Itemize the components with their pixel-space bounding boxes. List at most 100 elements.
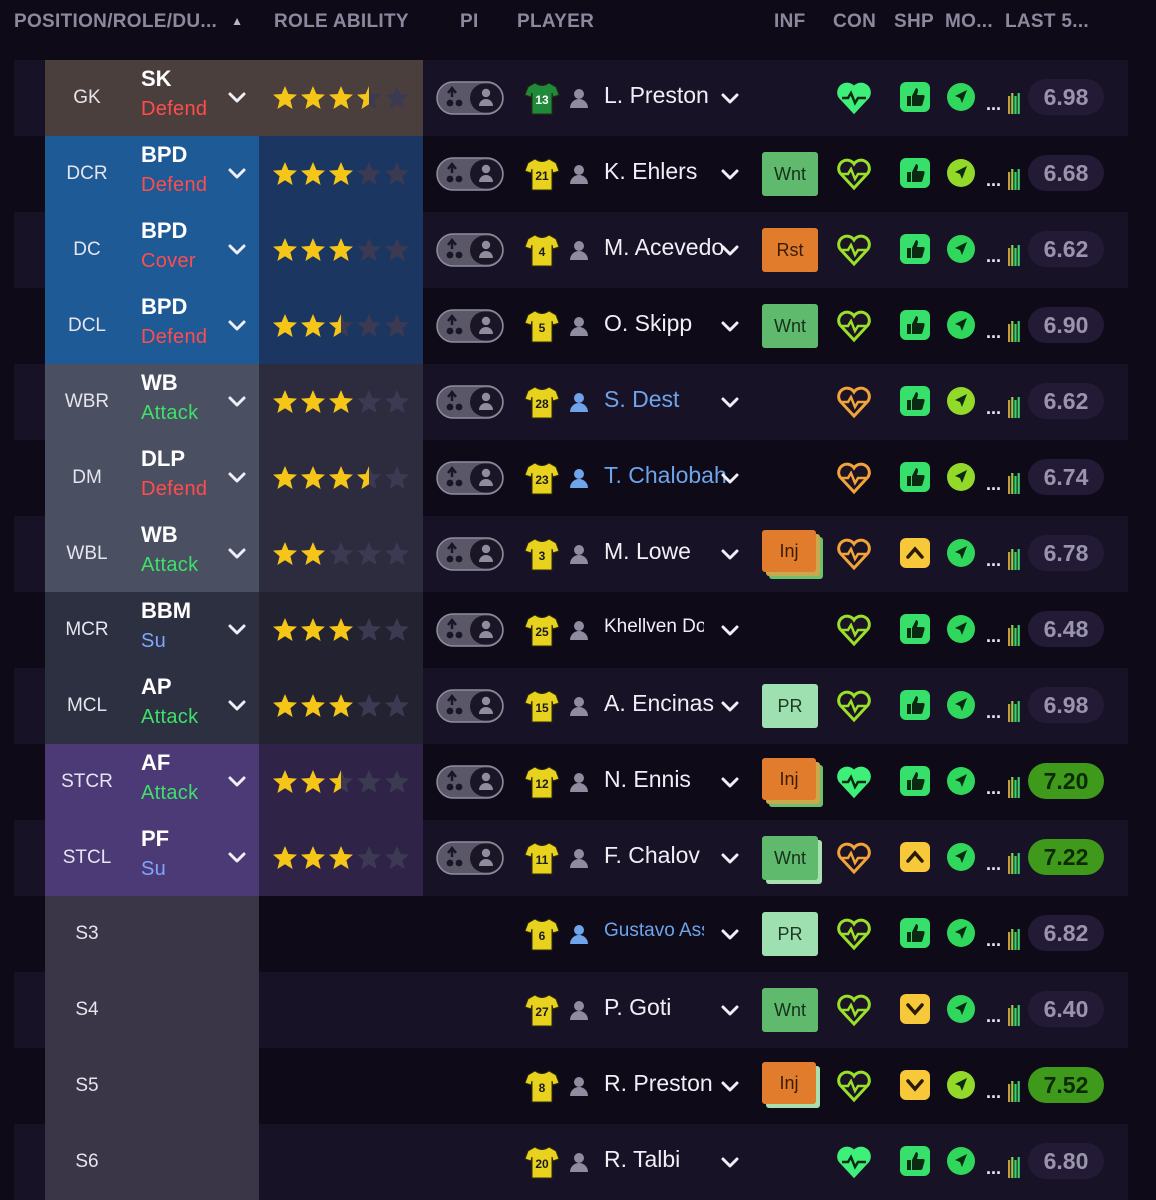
chevron-down-icon[interactable] [718,314,742,338]
influence-badge[interactable]: Inj [762,758,816,800]
chevron-down-icon[interactable] [225,845,249,869]
table-row[interactable]: S4 27 P. Goti Wnt... 6.40 [14,972,1128,1048]
influence-badge[interactable]: Wnt [762,152,818,196]
role-cell[interactable]: BPD Defend [129,288,259,364]
player-name[interactable]: R. Talbi [604,1146,681,1172]
role-cell[interactable]: AP Attack [129,668,259,744]
table-row[interactable]: DCR BPD Defend 21 K. Ehlers Wnt... 6.68 [14,136,1128,212]
player-name[interactable]: L. Preston [604,82,709,108]
player-name[interactable]: M. Acevedo [604,234,725,260]
player-instructions-icon[interactable] [436,537,504,571]
role-cell[interactable]: BPD Cover [129,212,259,288]
player-instructions-icon[interactable] [436,157,504,191]
role-cell[interactable] [129,972,259,1048]
player-profile-icon[interactable] [568,467,590,489]
player-name[interactable]: R. Preston [604,1070,713,1096]
chevron-down-icon[interactable] [225,769,249,793]
chevron-down-icon[interactable] [225,85,249,109]
player-instructions-icon[interactable] [436,233,504,267]
chevron-down-icon[interactable] [225,541,249,565]
player-name[interactable]: T. Chalobah [604,462,727,488]
table-row[interactable]: DCL BPD Defend 5 O. Skipp Wnt... 6.90 [14,288,1128,364]
chevron-down-icon[interactable] [718,1150,742,1174]
role-cell[interactable]: BPD Defend [129,136,259,212]
player-profile-icon[interactable] [568,315,590,337]
table-row[interactable]: S6 20 R. Talbi... 6.80 [14,1124,1128,1200]
chevron-down-icon[interactable] [718,86,742,110]
player-instructions-icon[interactable] [436,613,504,647]
chevron-down-icon[interactable] [718,238,742,262]
chevron-down-icon[interactable] [225,161,249,185]
chevron-down-icon[interactable] [718,694,742,718]
header-inf[interactable]: INF [774,11,806,32]
influence-badge[interactable]: Wnt [762,988,818,1032]
header-last5[interactable]: LAST 5... [1005,11,1089,32]
player-instructions-icon[interactable] [436,689,504,723]
chevron-down-icon[interactable] [718,1074,742,1098]
influence-badge[interactable]: Inj [762,1062,816,1104]
chevron-down-icon[interactable] [225,237,249,261]
header-player[interactable]: PLAYER [517,11,595,32]
role-cell[interactable]: DLP Defend [129,440,259,516]
chevron-down-icon[interactable] [225,465,249,489]
table-row[interactable]: STCL PF Su 11 F. Chalov Wnt... 7.22 [14,820,1128,896]
player-name[interactable]: A. Encinas [604,690,714,716]
player-name[interactable]: P. Goti [604,994,672,1020]
influence-badge[interactable]: PR [762,912,818,956]
player-profile-icon[interactable] [568,999,590,1021]
player-name[interactable]: Gustavo Assun... [604,920,704,941]
chevron-down-icon[interactable] [718,922,742,946]
player-name[interactable]: S. Dest [604,386,680,412]
chevron-down-icon[interactable] [718,162,742,186]
chevron-down-icon[interactable] [225,389,249,413]
influence-badge[interactable]: Wnt [762,304,818,348]
player-profile-icon[interactable] [568,847,590,869]
player-profile-icon[interactable] [568,391,590,413]
role-cell[interactable] [129,896,259,972]
influence-badge[interactable]: PR [762,684,818,728]
chevron-down-icon[interactable] [718,846,742,870]
header-role-ability[interactable]: ROLE ABILITY [274,11,409,32]
header-pi[interactable]: PI [460,11,479,32]
player-instructions-icon[interactable] [436,841,504,875]
player-profile-icon[interactable] [568,695,590,717]
player-instructions-icon[interactable] [436,81,504,115]
player-profile-icon[interactable] [568,771,590,793]
player-name[interactable]: O. Skipp [604,310,693,336]
table-row[interactable]: MCR BBM Su 25 Khellven Douglas... 6.48 [14,592,1128,668]
chevron-down-icon[interactable] [225,617,249,641]
role-cell[interactable]: PF Su [129,820,259,896]
table-row[interactable]: S3 6 Gustavo Assun... PR... 6.82 [14,896,1128,972]
chevron-down-icon[interactable] [225,693,249,717]
player-instructions-icon[interactable] [436,309,504,343]
role-cell[interactable]: WB Attack [129,364,259,440]
role-cell[interactable]: BBM Su [129,592,259,668]
player-name[interactable]: F. Chalov [604,842,700,868]
chevron-down-icon[interactable] [718,998,742,1022]
chevron-down-icon[interactable] [718,390,742,414]
player-profile-icon[interactable] [568,239,590,261]
influence-badge[interactable]: Inj [762,530,816,572]
player-profile-icon[interactable] [568,163,590,185]
role-cell[interactable]: SK Defend [129,60,259,136]
table-row[interactable]: WBL WB Attack 3 M. Lowe Inj... 6.78 [14,516,1128,592]
role-cell[interactable] [129,1124,259,1200]
player-profile-icon[interactable] [568,1075,590,1097]
player-profile-icon[interactable] [568,1151,590,1173]
player-profile-icon[interactable] [568,619,590,641]
role-cell[interactable]: WB Attack [129,516,259,592]
table-row[interactable]: STCR AF Attack 12 N. Ennis Inj... 7.20 [14,744,1128,820]
player-profile-icon[interactable] [568,923,590,945]
player-name[interactable]: Khellven Douglas [604,616,704,637]
header-shp[interactable]: SHP [894,11,934,32]
player-name[interactable]: N. Ennis [604,766,691,792]
chevron-down-icon[interactable] [718,466,742,490]
role-cell[interactable]: AF Attack [129,744,259,820]
chevron-down-icon[interactable] [718,618,742,642]
table-row[interactable]: DM DLP Defend 23 T. Chalobah... 6.74 [14,440,1128,516]
table-row[interactable]: S5 8 R. Preston Inj... 7.52 [14,1048,1128,1124]
player-name[interactable]: K. Ehlers [604,158,698,184]
chevron-down-icon[interactable] [718,770,742,794]
player-name[interactable]: M. Lowe [604,538,691,564]
table-row[interactable]: DC BPD Cover 4 M. Acevedo Rst... 6.62 [14,212,1128,288]
